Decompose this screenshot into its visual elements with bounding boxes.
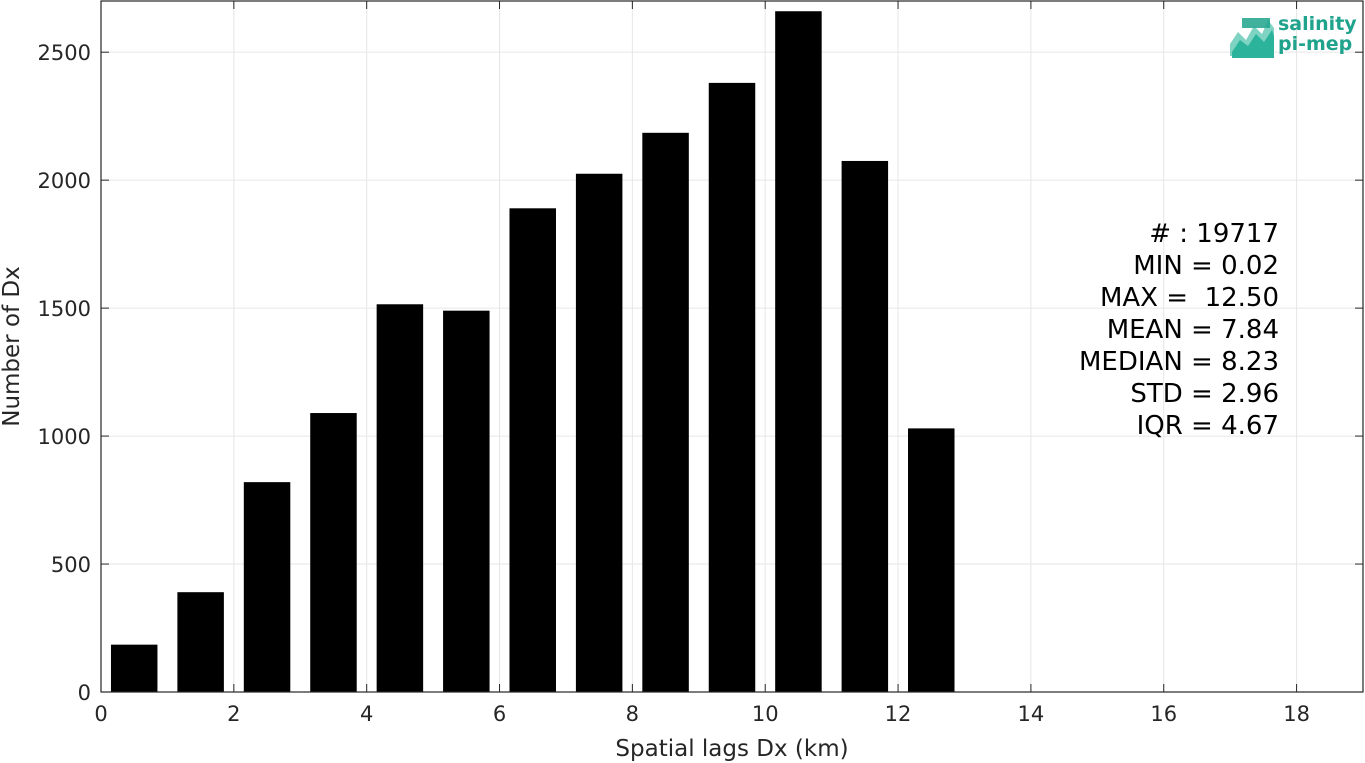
bar <box>575 173 623 692</box>
bars <box>110 11 955 693</box>
logo-line-1: salinity <box>1278 13 1357 35</box>
bar <box>841 160 889 692</box>
statistics-panel: # : 19717 MIN = 0.02 MAX = 12.50 MEAN = … <box>1079 218 1279 442</box>
x-tick-label: 16 <box>1150 702 1177 726</box>
bar <box>243 482 291 692</box>
bar <box>908 428 955 692</box>
salinity-pi-mep-logo: salinity pi-mep <box>1228 14 1358 60</box>
bar <box>177 592 224 692</box>
stat-mean: MEAN = 7.84 <box>1106 315 1279 345</box>
bar <box>443 310 490 692</box>
y-tick-label: 1000 <box>38 425 91 449</box>
logo-line-2: pi-mep <box>1278 33 1353 55</box>
axes-box <box>100 0 1364 693</box>
y-tick-label: 1500 <box>38 297 91 321</box>
x-tick-label: 0 <box>94 702 107 726</box>
x-tick-label: 6 <box>493 702 506 726</box>
logo-text: salinity pi-mep <box>1278 14 1357 54</box>
bar <box>310 413 357 692</box>
x-tick-label: 8 <box>626 702 639 726</box>
y-tick-label: 500 <box>51 553 91 577</box>
stat-std: STD = 2.96 <box>1130 379 1279 409</box>
stat-median: MEDIAN = 8.23 <box>1079 347 1279 377</box>
x-axis-label: Spatial lags Dx (km) <box>615 736 848 762</box>
wave-logo-icon <box>1230 18 1274 58</box>
stat-count: # : 19717 <box>1149 219 1279 249</box>
ticks: 0 2 4 6 8 10 12 14 16 18 0 500 1000 1500 2000 2500 <box>38 1 1363 726</box>
x-tick-label: 18 <box>1283 702 1310 726</box>
stat-iqr: IQR = 4.67 <box>1136 411 1279 441</box>
stat-min: MIN = 0.02 <box>1133 251 1279 281</box>
y-axis-label: Number of Dx <box>0 266 25 427</box>
bar <box>708 82 756 692</box>
stat-max: MAX = 12.50 <box>1099 283 1279 313</box>
x-tick-label: 12 <box>885 702 912 726</box>
y-tick-label: 2000 <box>38 169 91 193</box>
y-tick-label: 0 <box>78 681 91 705</box>
x-tick-label: 14 <box>1018 702 1045 726</box>
bar <box>110 644 158 692</box>
x-tick-label: 2 <box>227 702 240 726</box>
bar <box>376 304 424 692</box>
bar <box>642 132 689 692</box>
bar <box>509 208 556 693</box>
x-tick-label: 4 <box>360 702 373 726</box>
y-tick-label: 2500 <box>38 41 91 65</box>
x-tick-label: 10 <box>752 702 779 726</box>
bar <box>775 11 822 692</box>
